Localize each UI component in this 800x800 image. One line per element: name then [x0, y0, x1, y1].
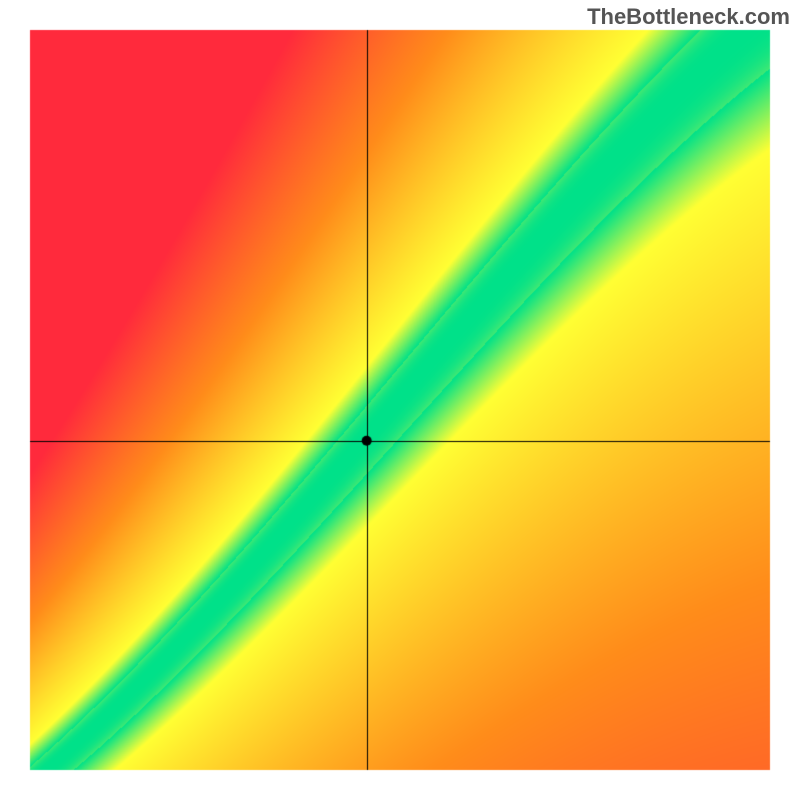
chart-container: TheBottleneck.com: [0, 0, 800, 800]
watermark-text: TheBottleneck.com: [587, 4, 790, 30]
bottleneck-heatmap-canvas: [0, 0, 800, 800]
